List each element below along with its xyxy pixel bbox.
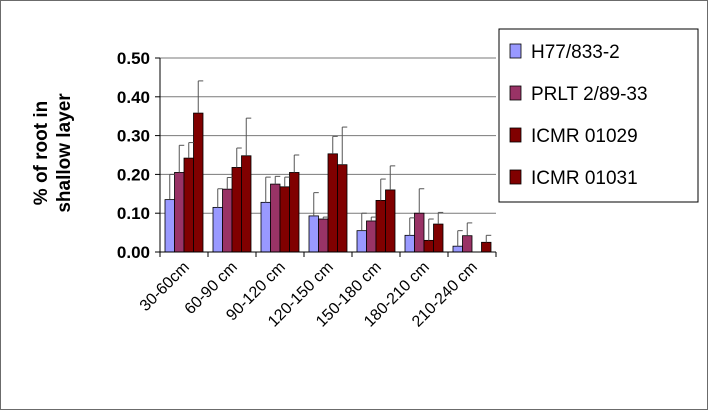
legend-label: PRLT 2/89-33 <box>531 84 648 105</box>
bar <box>260 201 271 253</box>
legend-box <box>498 28 699 203</box>
bar <box>366 220 377 253</box>
legend-label: ICMR 01029 <box>531 126 638 147</box>
error-bars <box>169 80 492 247</box>
legend-swatch <box>509 43 522 59</box>
bar <box>375 199 386 253</box>
y-tick-label: 0.10 <box>117 204 150 223</box>
bar <box>462 235 473 253</box>
y-axis-label-line-1: % of root in <box>31 101 52 205</box>
bar <box>270 183 281 253</box>
bar <box>193 112 204 253</box>
y-tick-label: 0.20 <box>117 165 150 184</box>
bar <box>423 239 434 253</box>
legend-swatch <box>509 169 522 185</box>
bar <box>414 212 425 253</box>
bar <box>308 215 319 253</box>
bar <box>385 189 396 253</box>
bar <box>337 164 348 253</box>
bar-series <box>164 112 492 253</box>
y-tick-label: 0.50 <box>117 49 150 68</box>
legend-swatch <box>509 127 522 143</box>
bar <box>231 167 242 253</box>
y-tick-label: 0.40 <box>117 88 150 107</box>
legend-label: ICMR 01031 <box>531 168 638 189</box>
bar <box>327 153 338 253</box>
axes <box>159 58 497 257</box>
bar <box>356 230 367 253</box>
bar <box>222 188 233 253</box>
bar <box>433 223 444 253</box>
y-axis-ticks: 0.00 0.10 0.20 0.30 0.40 0.50 <box>117 49 160 262</box>
bar <box>318 218 329 253</box>
y-axis-label-line-2: shallow layer <box>54 93 75 213</box>
y-axis-label: % of root in shallow layer <box>31 93 75 213</box>
legend-swatch <box>509 85 522 101</box>
gridlines <box>160 57 496 214</box>
bar <box>212 206 223 253</box>
bar <box>404 234 415 253</box>
bar <box>164 199 175 253</box>
bar <box>452 245 463 253</box>
bar <box>183 157 194 253</box>
legend-label: H77/833-2 <box>531 42 620 63</box>
bar <box>174 172 185 253</box>
bar <box>279 186 290 253</box>
bar <box>481 241 492 253</box>
y-tick-label: 0.30 <box>117 127 150 146</box>
bar <box>241 155 252 253</box>
legend: H77/833-2 PRLT 2/89-33 ICMR 01029 ICMR 0103… <box>498 28 699 203</box>
y-tick-label: 0.00 <box>117 243 150 262</box>
bar <box>289 172 300 253</box>
